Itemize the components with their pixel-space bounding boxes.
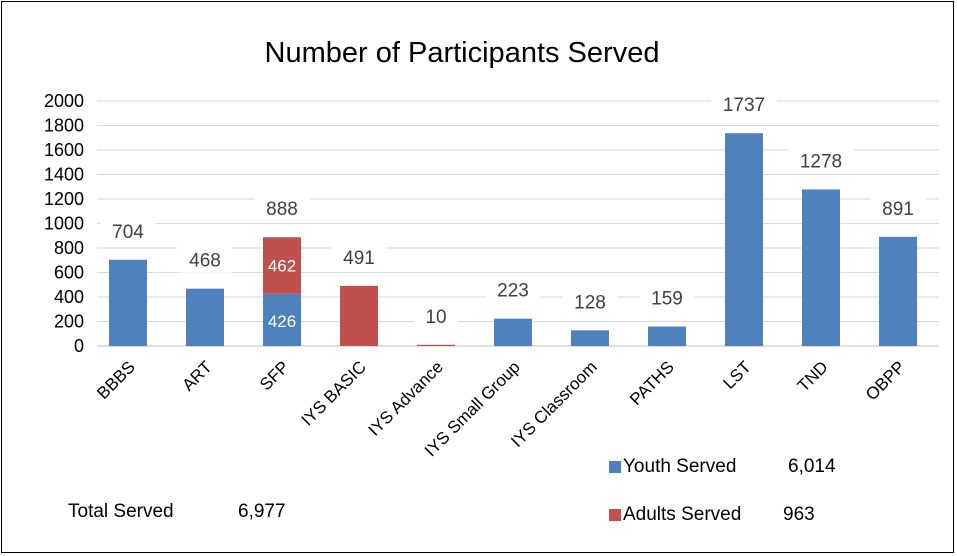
bar-youth-served	[571, 330, 609, 346]
legend-swatch	[609, 509, 621, 521]
legend: Youth Served 6,014 Adults Served 963	[609, 456, 836, 525]
y-tick-label: 0	[74, 336, 84, 356]
bar-youth-served	[802, 189, 840, 346]
x-tick-label: PATHS	[626, 357, 678, 409]
bar-youth-served	[109, 259, 147, 346]
data-label-backdrop	[639, 282, 695, 311]
data-label-total: 10	[425, 307, 446, 328]
data-label-total: 159	[651, 289, 683, 310]
chart-title: Number of Participants Served	[265, 37, 660, 69]
bar-youth-served	[879, 236, 917, 346]
x-tick-label: TND	[794, 357, 832, 395]
y-tick-label: 400	[54, 287, 84, 307]
data-label-adults: 462	[268, 257, 296, 276]
data-label-backdrop	[177, 244, 233, 273]
data-label-total: 491	[343, 248, 375, 269]
data-label-youth: 426	[268, 312, 296, 331]
data-label-total: 128	[574, 292, 606, 313]
data-label-backdrop	[870, 192, 926, 221]
bar-adults-served	[417, 344, 455, 346]
data-label-backdrop	[788, 145, 854, 174]
data-label-backdrop	[711, 89, 777, 118]
data-label-backdrop	[414, 300, 458, 329]
x-tick-label: ART	[179, 357, 216, 394]
x-tick-label: BBBS	[93, 357, 139, 403]
data-label-total: 891	[882, 199, 914, 220]
data-label-total: 704	[112, 222, 144, 243]
y-tick-label: 200	[54, 312, 84, 332]
bar-adults-served	[263, 237, 301, 294]
x-tick-label: LST	[719, 357, 754, 392]
legend-swatch	[609, 461, 621, 473]
x-tick-label: OBPP	[862, 357, 909, 404]
bar-youth-served	[648, 326, 686, 346]
data-label-backdrop	[562, 286, 618, 315]
y-tick-label: 600	[54, 263, 84, 283]
data-label-backdrop	[100, 215, 156, 244]
total-served-label: Total Served	[68, 501, 174, 522]
data-label-total: 888	[266, 199, 298, 220]
y-tick-label: 1200	[44, 189, 84, 209]
data-label-total: 468	[189, 251, 221, 272]
x-tick-label: IYS Advance	[365, 357, 447, 439]
y-tick-label: 1400	[44, 165, 84, 185]
bar-youth-served	[186, 288, 224, 346]
legend-label: Youth Served	[623, 456, 736, 477]
bar-youth-served	[494, 318, 532, 346]
legend-value: 963	[783, 504, 815, 525]
data-label-backdrop	[485, 274, 541, 303]
data-label-total: 1278	[800, 151, 842, 172]
bar-youth-served	[263, 293, 301, 346]
y-tick-label: 1800	[44, 116, 84, 136]
y-tick-label: 1600	[44, 140, 84, 160]
bars	[109, 133, 917, 346]
y-axis-ticks: 0 200 400 600 800 1000 1200 1400 1600 1800 2000	[44, 91, 84, 356]
bar-youth-served	[725, 133, 763, 346]
y-tick-label: 2000	[44, 91, 84, 111]
x-tick-label: SFP	[256, 357, 293, 394]
data-labels: 704 468 888 426 462 491 10 223 128 159 1737 1278 891	[100, 89, 926, 331]
total-served-value: 6,977	[238, 501, 286, 522]
data-label-total: 223	[497, 281, 529, 302]
y-tick-label: 1000	[44, 214, 84, 234]
y-tick-label: 800	[54, 238, 84, 258]
bar-adults-served	[340, 285, 378, 346]
data-label-backdrop	[331, 241, 387, 270]
legend-label: Adults Served	[623, 504, 741, 525]
legend-value: 6,014	[788, 456, 836, 477]
total-served: Total Served 6,977	[68, 501, 286, 522]
x-tick-label: IYS BASIC	[298, 357, 370, 429]
data-label-total: 1737	[723, 95, 765, 116]
gridlines	[97, 100, 939, 347]
data-label-backdrop	[254, 193, 310, 222]
